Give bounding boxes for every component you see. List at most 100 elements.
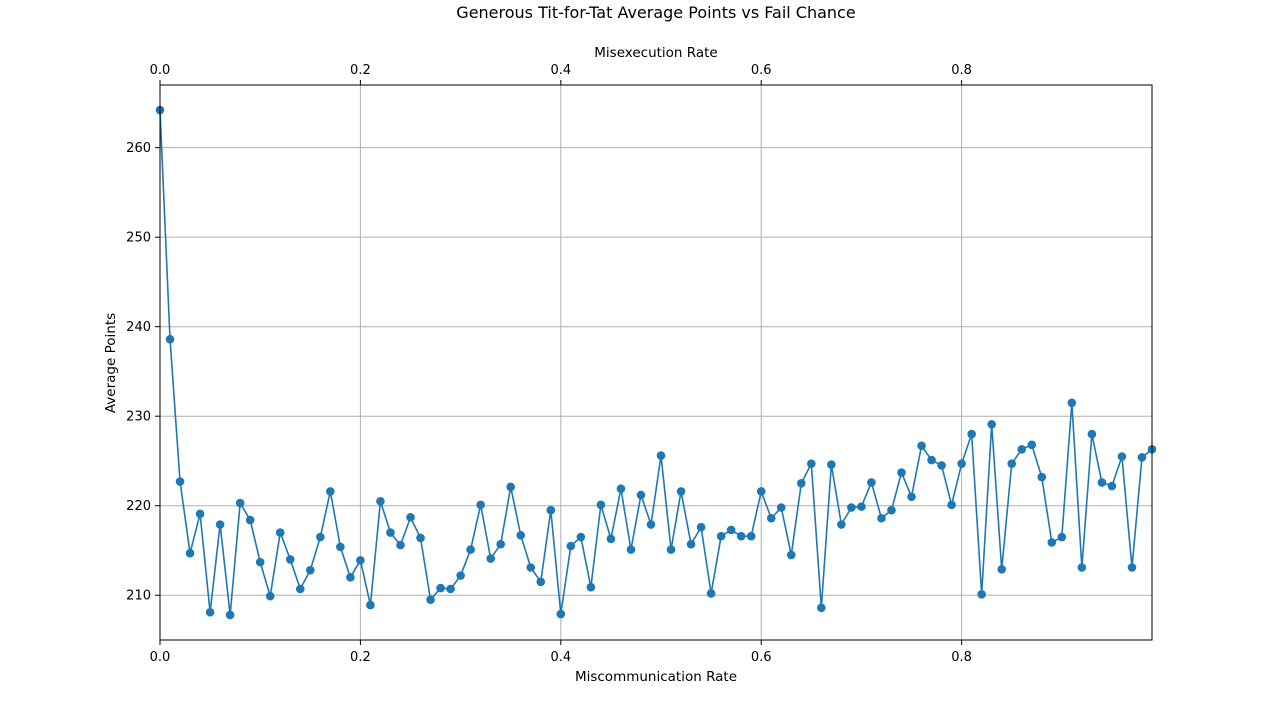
data-point [1047, 538, 1057, 547]
data-point [456, 571, 465, 580]
data-point [566, 541, 576, 551]
y-tick-label: 260 [126, 141, 151, 156]
x-axis-title: Miscommunication Rate [575, 669, 737, 685]
data-point [496, 539, 505, 549]
data-point [807, 459, 816, 468]
data-point [396, 540, 405, 550]
data-point [756, 487, 766, 496]
data-point [1117, 452, 1127, 461]
data-point [476, 500, 485, 510]
top-x-tick-label: 0.4 [550, 63, 571, 78]
y-tick-label: 230 [126, 410, 151, 425]
top-x-tick-label: 0.6 [751, 63, 772, 78]
data-point [366, 600, 375, 610]
data-point [716, 531, 726, 541]
data-point [1017, 445, 1027, 454]
data-point [295, 584, 305, 594]
data-series [155, 105, 1157, 620]
data-point [1067, 398, 1077, 408]
data-point [526, 563, 536, 572]
data-point [897, 468, 906, 477]
top-x-tick-label: 0.0 [150, 63, 171, 78]
data-point [1007, 459, 1017, 468]
data-point [426, 595, 435, 605]
data-point [235, 498, 245, 508]
data-point [285, 555, 295, 564]
data-point [947, 500, 956, 510]
data-point [416, 533, 425, 543]
x-tick-label: 0.2 [350, 650, 371, 665]
top-x-tick-label: 0.2 [350, 63, 371, 78]
data-point [175, 477, 185, 486]
data-point [967, 429, 976, 439]
data-point [446, 584, 455, 594]
data-point [686, 539, 696, 549]
y-axis-title: Average Points [103, 313, 119, 413]
data-point [877, 513, 886, 523]
data-point [676, 487, 686, 496]
data-point [957, 459, 966, 468]
data-point [255, 557, 265, 567]
data-point [1027, 440, 1037, 450]
data-point [997, 564, 1006, 574]
data-point [786, 550, 796, 560]
plot-area-frame [159, 84, 1153, 641]
data-point [1107, 481, 1117, 491]
top-x-tick-label: 0.8 [951, 63, 972, 78]
data-point [586, 582, 596, 592]
data-point [466, 545, 475, 554]
y-tick-label: 250 [126, 231, 151, 246]
x-tick-label: 0.6 [751, 650, 772, 665]
data-point [215, 520, 225, 529]
data-point [506, 482, 516, 492]
data-point [195, 509, 205, 519]
data-point [576, 532, 586, 542]
data-point [486, 554, 495, 563]
data-point [736, 531, 746, 541]
data-point [817, 603, 826, 613]
data-point [1077, 563, 1087, 572]
chart-title: Generous Tit-for-Tat Average Points vs F… [456, 3, 855, 22]
x-tick-label: 0.4 [550, 650, 571, 665]
data-point [376, 496, 385, 506]
data-point [796, 479, 806, 488]
data-point [326, 487, 335, 496]
data-point [185, 548, 195, 558]
data-point [646, 520, 656, 529]
grid-lines [159, 85, 1152, 640]
data-point [766, 513, 776, 523]
y-tick-label: 220 [126, 499, 151, 514]
data-point [436, 583, 445, 593]
data-point [867, 478, 876, 487]
data-point [746, 531, 756, 541]
data-point [516, 530, 526, 540]
data-point [1127, 563, 1137, 572]
data-point [857, 502, 866, 511]
data-point [406, 513, 415, 522]
data-point [696, 522, 706, 532]
data-point [847, 503, 856, 512]
data-point [937, 461, 946, 470]
y-tick-label: 210 [126, 589, 151, 604]
data-point [386, 528, 395, 537]
data-point [827, 460, 836, 469]
data-point [1137, 453, 1147, 462]
x-tick-label: 0.0 [150, 650, 171, 665]
data-point [316, 532, 325, 542]
data-point [1097, 478, 1107, 487]
data-point [977, 590, 986, 599]
data-point [536, 577, 546, 587]
data-point [907, 492, 916, 502]
data-point [1087, 429, 1097, 439]
data-point [265, 591, 275, 601]
data-point [225, 610, 235, 620]
data-point [666, 545, 676, 554]
data-point [596, 500, 606, 510]
data-point [1037, 472, 1047, 482]
data-point [887, 505, 896, 515]
data-point [556, 609, 566, 619]
data-point [706, 589, 716, 598]
data-point [1057, 532, 1067, 542]
data-point [306, 565, 315, 575]
